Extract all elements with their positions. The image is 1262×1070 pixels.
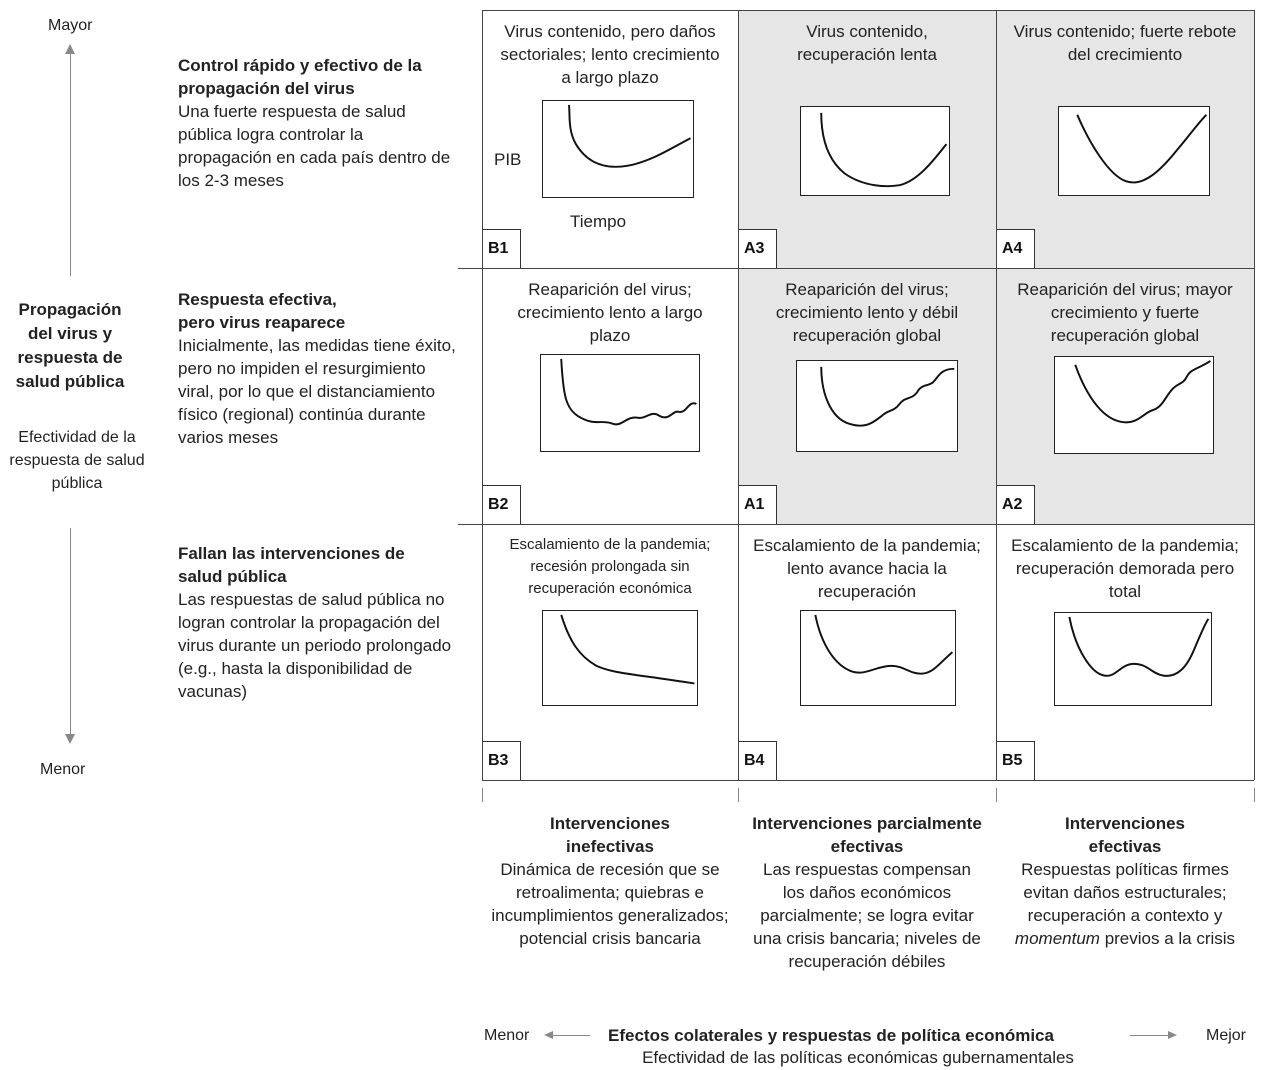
- gdp-chart: [796, 360, 958, 452]
- x-axis-title: Efectos colaterales y respuestas de polí…: [608, 1026, 1054, 1045]
- cell-b3: Escalamiento de la pandemia; recesión pr…: [482, 524, 738, 780]
- row-description-2: Respuesta efectiva, pero virus reaparece…: [178, 288, 458, 449]
- gdp-chart: [800, 610, 956, 706]
- grid-line: [482, 10, 1254, 11]
- cell-id-badge: A4: [996, 229, 1035, 268]
- row-desc: Las respuestas de salud pública no logra…: [178, 590, 452, 701]
- cell-a3: Virus contenido, recuperación lenta A3: [738, 10, 996, 268]
- grid-line: [482, 780, 1254, 781]
- gdp-chart: [542, 100, 694, 198]
- gdp-chart: [1054, 356, 1214, 454]
- cell-text: Reaparición del virus; crecimiento lento…: [517, 280, 703, 345]
- row-title: Fallan las intervenciones de salud públi…: [178, 544, 405, 586]
- column-description-2: Intervenciones parcialmente efectivas La…: [742, 812, 992, 973]
- y-axis-title: Propagación del virus y respuesta de sal…: [15, 300, 125, 391]
- column-title: Intervenciones parcialmente efectivas: [752, 814, 982, 856]
- row-description-1: Control rápido y efectivo de la propagac…: [178, 54, 458, 192]
- column-desc-text: previos a la crisis: [1104, 929, 1236, 948]
- column-desc: Respuestas políticas firmes evitan daños…: [1000, 858, 1250, 950]
- scenario-grid: Virus contenido, pero daños sectoriales;…: [458, 10, 1255, 781]
- column-desc: Dinámica de recesión que se retroaliment…: [491, 860, 729, 948]
- gdp-chart: [1054, 612, 1212, 706]
- cell-text: Reaparición del virus; crecimiento lento…: [775, 280, 959, 345]
- grid-line: [1254, 10, 1255, 780]
- gdp-chart: [540, 354, 700, 452]
- cell-id-badge: B4: [738, 741, 777, 780]
- column-description-3: Intervenciones efectivas Respuestas polí…: [1000, 812, 1250, 950]
- column-desc-italic: momentum: [1014, 929, 1100, 948]
- cell-id-badge: A1: [738, 485, 777, 524]
- row-title: Respuesta efectiva, pero virus reaparece: [178, 290, 346, 332]
- x-axis-left-label: Menor: [484, 1027, 530, 1044]
- x-axis-line-right: [1130, 1035, 1168, 1036]
- column-tick: [1254, 788, 1255, 802]
- time-axis-label: Tiempo: [570, 212, 627, 231]
- grid-line: [738, 10, 739, 780]
- row-desc: Una fuerte respuesta de salud pública lo…: [178, 102, 451, 190]
- cell-id-badge: B1: [482, 229, 521, 268]
- cell-b2: Reaparición del virus; crecimiento lento…: [482, 268, 738, 524]
- cell-b4: Escalamiento de la pandemia; lento avanc…: [738, 524, 996, 780]
- x-axis-subtitle: Efectividad de las políticas económicas …: [642, 1048, 1074, 1067]
- cell-id-badge: B5: [996, 741, 1035, 780]
- grid-line: [458, 268, 1254, 269]
- gdp-chart: [1058, 106, 1210, 196]
- cell-a1: Reaparición del virus; crecimiento lento…: [738, 268, 996, 524]
- arrow-right-icon: [1168, 1031, 1177, 1039]
- gdp-chart: [800, 106, 950, 196]
- y-axis-subtitle: Efectividad de la respuesta de salud púb…: [9, 429, 145, 492]
- column-tick: [996, 788, 997, 802]
- cell-id-badge: A3: [738, 229, 777, 268]
- cell-text: Escalamiento de la pandemia; recesión pr…: [509, 536, 711, 597]
- arrow-down-icon: [65, 734, 75, 744]
- y-axis-top-label: Mayor: [48, 17, 93, 34]
- cell-text: Escalamiento de la pandemia; lento avanc…: [753, 536, 981, 601]
- cell-text: Escalamiento de la pandemia; recuperació…: [1011, 536, 1239, 601]
- cell-text: Virus contenido, pero daños sectoriales;…: [500, 22, 720, 87]
- column-desc-text: Respuestas políticas firmes evitan daños…: [1021, 860, 1229, 925]
- column-desc: Las respuestas compensan los daños econó…: [753, 860, 981, 971]
- cell-text: Virus contenido, recuperación lenta: [797, 22, 937, 64]
- cell-text: Reaparición del virus; mayor crecimiento…: [1017, 280, 1233, 345]
- cell-a2: Reaparición del virus; mayor crecimiento…: [996, 268, 1254, 524]
- cell-id-badge: B2: [482, 485, 521, 524]
- column-title: Intervenciones efectivas: [1065, 814, 1185, 856]
- grid-line: [482, 10, 483, 780]
- gdp-chart: [542, 610, 698, 706]
- x-axis-line-left: [552, 1035, 590, 1036]
- row-title: Control rápido y efectivo de la propagac…: [178, 56, 422, 98]
- cell-a4: Virus contenido; fuerte rebote del creci…: [996, 10, 1254, 268]
- x-axis-right-label: Mejor: [1206, 1027, 1247, 1044]
- column-tick: [482, 788, 483, 802]
- grid-line: [458, 524, 1254, 525]
- row-description-3: Fallan las intervenciones de salud públi…: [178, 542, 453, 703]
- grid-line: [996, 10, 997, 780]
- y-axis-bottom-label: Menor: [40, 761, 86, 778]
- y-axis-line-bottom: [70, 528, 71, 734]
- arrow-up-icon: [65, 44, 75, 54]
- cell-b5: Escalamiento de la pandemia; recuperació…: [996, 524, 1254, 780]
- arrow-left-icon: [544, 1031, 553, 1039]
- row-desc: Inicialmente, las medidas tiene éxito, p…: [178, 336, 456, 447]
- cell-text: Virus contenido; fuerte rebote del creci…: [1013, 22, 1237, 64]
- gdp-axis-label: PIB: [494, 150, 522, 169]
- cell-id-badge: B3: [482, 741, 521, 780]
- column-title: Intervenciones inefectivas: [550, 814, 670, 856]
- column-tick: [738, 788, 739, 802]
- cell-b1: Virus contenido, pero daños sectoriales;…: [482, 10, 738, 268]
- y-axis-line-top: [70, 54, 71, 276]
- column-description-1: Intervenciones inefectivas Dinámica de r…: [486, 812, 734, 950]
- cell-id-badge: A2: [996, 485, 1035, 524]
